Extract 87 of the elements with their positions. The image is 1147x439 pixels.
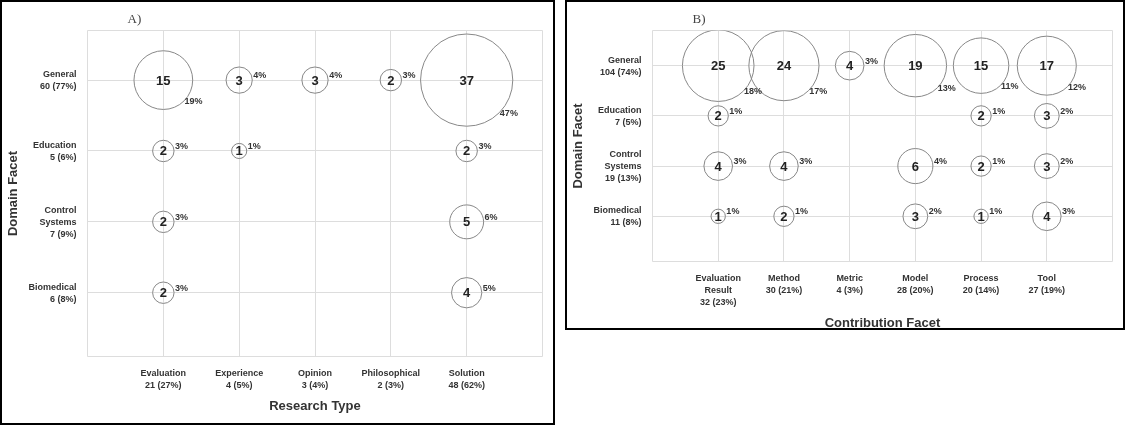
y-axis-title: Domain Facet	[5, 150, 21, 237]
data-label: 17	[1039, 58, 1055, 74]
data-label: 3	[311, 72, 319, 88]
x-tick-label: Philosophical 2 (3%)	[361, 367, 421, 390]
annotation: 1%	[989, 206, 1003, 217]
y-tick-label: General 104 (74%)	[599, 54, 642, 77]
x-tick-label: Model 28 (20%)	[897, 272, 934, 295]
x-axis-title: Contribution Facet	[824, 314, 941, 330]
annotation: 4%	[329, 70, 343, 81]
annotation: 3%	[175, 282, 189, 293]
x-axis-title: Research Type	[269, 397, 361, 413]
data-label: 2	[463, 143, 471, 159]
data-label: 15	[156, 72, 171, 88]
data-label: 2	[159, 214, 167, 230]
data-label: 37	[459, 72, 474, 88]
data-label: 2	[714, 108, 722, 124]
annotation: 1%	[729, 105, 743, 116]
x-tick-label: Evaluation Result 32 (23%)	[695, 272, 741, 307]
y-tick-label: Control Systems 19 (13%)	[604, 149, 642, 184]
data-label: 2	[159, 285, 167, 301]
annotation: 3%	[1062, 206, 1076, 217]
data-label: 2	[159, 143, 167, 159]
data-label: 3	[1043, 108, 1051, 124]
x-tick-label: Metric 4 (3%)	[836, 272, 863, 295]
annotation: 19%	[184, 96, 203, 107]
annotation: 17%	[809, 85, 828, 96]
data-label: 3	[1043, 158, 1051, 174]
data-label: 19	[908, 58, 923, 74]
data-label: 24	[776, 58, 792, 74]
chart-title: B)	[692, 10, 706, 26]
x-tick-label: Evaluation 21 (27%)	[140, 367, 187, 390]
annotation: 18%	[743, 86, 763, 97]
annotation: 2%	[1060, 156, 1074, 167]
annotation: 3%	[402, 70, 416, 81]
y-tick-label: General 60 (77%)	[39, 69, 77, 92]
annotation: 3%	[864, 55, 878, 66]
annotation: 12%	[1068, 81, 1087, 92]
chart-title: A)	[127, 10, 142, 26]
annotation: 1%	[992, 105, 1006, 116]
x-tick-label: Opinion 3 (4%)	[298, 367, 332, 390]
annotation: 47%	[499, 108, 518, 119]
data-label: 4	[780, 158, 789, 174]
data-label: 1	[977, 208, 985, 224]
data-label: 1	[714, 208, 722, 224]
data-label: 3	[911, 208, 919, 224]
data-label: 15	[973, 58, 989, 74]
data-label: 2	[977, 158, 985, 174]
x-tick-label: Experience 4 (5%)	[215, 367, 264, 390]
x-tick-label: Tool 27 (19%)	[1028, 272, 1066, 295]
annotation: 1%	[992, 156, 1006, 167]
annotation: 1%	[726, 206, 740, 217]
data-label: 2	[780, 208, 788, 224]
annotation: 3%	[478, 140, 492, 151]
data-label: 4	[714, 158, 723, 174]
y-tick-label: Education 7 (5%)	[598, 104, 642, 127]
data-label: 6	[911, 158, 919, 174]
y-tick-label: Control Systems 7 (9%)	[39, 204, 77, 239]
annotation: 3%	[175, 211, 189, 222]
data-label: 3	[235, 72, 243, 88]
data-label: 5	[463, 214, 471, 230]
annotation: 4%	[253, 70, 267, 81]
annotation: 3%	[733, 156, 747, 167]
annotation: 5%	[482, 282, 496, 293]
data-label: 2	[977, 108, 985, 124]
y-tick-label: Education 5 (6%)	[33, 139, 77, 162]
annotation: 11%	[1001, 80, 1019, 91]
annotation: 2%	[1060, 105, 1074, 116]
y-tick-label: Biomedical 11 (8%)	[593, 205, 642, 228]
data-label: 2	[387, 72, 395, 88]
annotation: 1%	[247, 140, 261, 151]
annotation: 1%	[795, 206, 809, 217]
y-tick-label: Biomedical 6 (8%)	[28, 281, 77, 304]
annotation: 13%	[937, 83, 956, 94]
x-tick-label: Solution 48 (62%)	[448, 367, 485, 390]
annotation: 3%	[799, 156, 813, 167]
annotation: 2%	[928, 206, 942, 217]
annotation: 6%	[484, 211, 498, 222]
data-label: 4	[846, 58, 855, 74]
data-label: 1	[235, 143, 243, 159]
data-label: 25	[710, 58, 726, 74]
x-tick-label: Process 20 (14%)	[962, 272, 1000, 295]
data-label: 4	[463, 285, 472, 301]
annotation: 4%	[933, 156, 947, 167]
x-tick-label: Method 30 (21%)	[765, 272, 803, 295]
y-axis-title: Domain Facet	[570, 102, 586, 189]
annotation: 3%	[175, 140, 189, 151]
data-label: 4	[1043, 208, 1052, 224]
